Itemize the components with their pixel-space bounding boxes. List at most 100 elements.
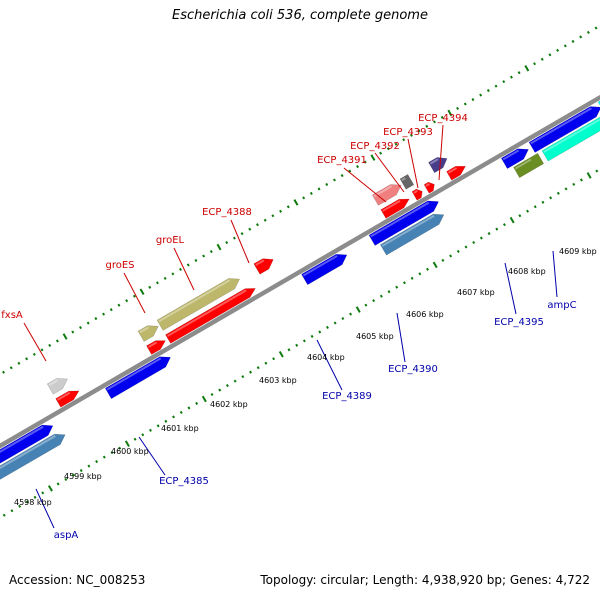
tick-mark-outer: [325, 182, 329, 187]
map-title: Escherichia coli 536, complete genome: [172, 8, 428, 23]
tick-mark-outer: [102, 312, 106, 316]
gene-ECP_4392-red: [411, 188, 423, 201]
gene-ECP_4387-highlight: [147, 341, 158, 348]
kbp-label: 4598 kbp: [14, 498, 52, 507]
tick-mark-inner: [210, 392, 214, 397]
tick-mark-outer: [48, 343, 52, 347]
tick-mark-outer: [317, 187, 321, 191]
gene-ECP_4387: [146, 340, 166, 355]
tick-mark-outer: [117, 303, 121, 307]
tick-mark-inner: [379, 294, 383, 298]
label-ECP_4391-leader: [343, 167, 387, 203]
tick-mark-outer: [194, 258, 198, 263]
accession-text: Accession: NC_008253: [9, 573, 146, 587]
tick-mark-inner: [509, 216, 515, 224]
tick-mark-outer: [17, 361, 21, 365]
label-ECP_4391: ECP_4391: [317, 155, 367, 166]
label-groES-leader: [123, 272, 146, 314]
tick-mark-outer: [386, 147, 390, 151]
tick-mark-inner: [164, 419, 168, 423]
label-ampC: ampC: [547, 300, 576, 311]
tick-mark-outer: [139, 288, 145, 296]
tick-mark-inner: [272, 357, 276, 361]
gene-ECP_4390: [379, 213, 445, 256]
tick-mark-inner: [487, 232, 491, 236]
gene-groEL-highlight: [158, 279, 231, 323]
tick-mark-inner: [95, 460, 99, 464]
gene-ECP_4384-highlight: [0, 425, 44, 453]
tick-mark-outer: [248, 227, 252, 231]
tick-mark-inner: [326, 325, 329, 329]
gene-ECP_4393-red: [423, 181, 435, 194]
tick-mark-outer: [302, 196, 306, 200]
kbp-label: 4599 kbp: [64, 472, 102, 481]
tick-mark-outer: [502, 80, 506, 84]
gene-ECP_4387-body: [146, 340, 166, 355]
tick-mark-outer: [9, 366, 13, 370]
label-groEL-leader: [173, 247, 195, 291]
gene-aspA: [0, 433, 66, 480]
gene-groES-body: [137, 325, 159, 342]
tick-mark-inner: [472, 240, 476, 245]
gene-ECP_4395-highlight: [514, 158, 532, 170]
gene-ampC: [541, 116, 600, 162]
tick-mark-inner: [595, 169, 599, 173]
label-ECP_4395: ECP_4395: [494, 317, 544, 328]
backbone-line: [0, 94, 600, 449]
tick-mark-inner: [333, 321, 337, 325]
tick-mark-inner: [241, 375, 245, 379]
tick-mark-outer: [594, 26, 598, 30]
tick-mark-inner: [149, 428, 152, 432]
gene-ECP_4389-highlight: [302, 255, 338, 277]
gene-aspA-body: [0, 433, 66, 480]
tick-mark-inner: [556, 191, 560, 195]
tick-mark-outer: [494, 84, 498, 88]
tick-mark-inner: [124, 440, 130, 447]
tick-mark-outer: [309, 191, 313, 195]
label-ECP_4395-leader: [504, 262, 517, 315]
gene-ECP_4394: [428, 157, 448, 174]
gene-ECP_4394-highlight: [429, 158, 439, 165]
tick-mark-inner: [355, 306, 361, 313]
tick-mark-outer: [225, 241, 229, 245]
tick-mark-outer: [586, 30, 590, 35]
kbp-label: 4608 kbp: [508, 267, 546, 276]
tick-mark-outer: [486, 89, 490, 93]
gene-ECP_4395a-highlight: [502, 149, 520, 161]
tick-mark-inner: [18, 504, 22, 508]
tick-mark-outer: [186, 263, 190, 267]
gene-groES: [137, 325, 159, 342]
tick-mark-inner: [302, 339, 306, 343]
gene-ECP_4386-body: [55, 390, 80, 408]
tick-mark-inner: [310, 334, 314, 338]
tick-mark-outer: [556, 48, 560, 52]
label-ECP_4385: ECP_4385: [159, 476, 209, 487]
tick-mark-inner: [418, 272, 422, 276]
label-ECP_4392-leader: [374, 152, 405, 193]
label-aspA: aspA: [54, 530, 79, 541]
label-fxsA: fxsA: [1, 310, 23, 321]
tick-mark-inner: [10, 509, 14, 513]
tick-mark-inner: [179, 410, 183, 414]
tick-mark-inner: [395, 285, 399, 289]
gene-ECP_4393-body: [399, 174, 415, 190]
label-groES: groES: [105, 260, 134, 271]
tick-mark-outer: [440, 115, 444, 119]
gene-ampC-highlight: [543, 118, 600, 153]
kbp-label: 4602 kbp: [210, 400, 248, 409]
gene-ECP_4395a: [500, 148, 529, 169]
label-fxsA-leader: [23, 322, 47, 362]
tick-mark-outer: [363, 160, 367, 164]
gene-ECP_4389: [301, 253, 348, 286]
tick-mark-inner: [33, 495, 37, 499]
tick-mark-outer: [179, 267, 182, 271]
tick-mark-inner: [2, 513, 6, 517]
tick-mark-inner: [432, 261, 438, 269]
tick-mark-outer: [79, 325, 82, 330]
tick-mark-outer: [463, 102, 467, 106]
label-ECP_4394: ECP_4394: [418, 113, 468, 124]
tick-mark-inner: [402, 281, 406, 285]
gene-ECP_4384: [0, 424, 54, 464]
tick-mark-outer: [125, 299, 129, 303]
